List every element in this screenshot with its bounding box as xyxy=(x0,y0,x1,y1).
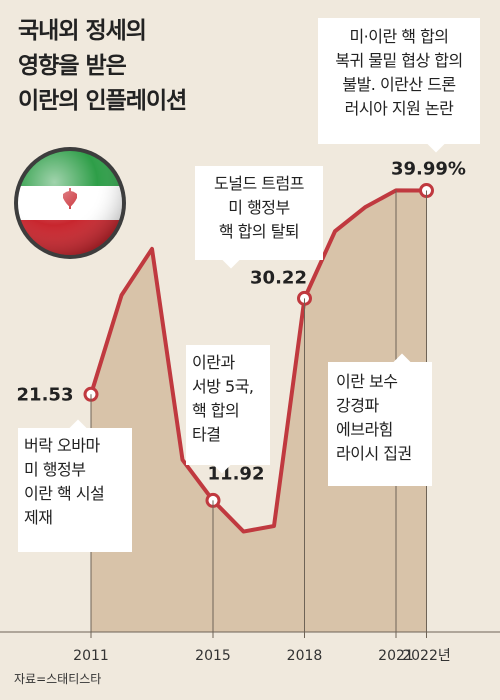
annotation-2021: 이란 보수 강경파 에브라힘 라이시 집권 xyxy=(328,362,432,486)
x-tick-label: 2021 xyxy=(378,648,414,664)
x-tick-label: 2018 xyxy=(287,648,323,664)
annotation-line: 핵 합의 xyxy=(192,401,240,420)
x-tick-label: 2015 xyxy=(195,648,231,664)
data-label: 39.99% xyxy=(391,159,466,180)
annotation-line: 에브라힘 xyxy=(336,420,393,439)
annotation-line: 러시아 지원 논란 xyxy=(344,99,454,118)
annotation-line: 핵 합의 탈퇴 xyxy=(218,222,300,241)
annotation-line: 불발. 이란산 드론 xyxy=(342,75,456,94)
data-label: 30.22 xyxy=(250,267,307,288)
data-label: 21.53 xyxy=(17,384,74,405)
annotation-2022: 미·이란 핵 합의 복귀 물밑 협상 합의 불발. 이란산 드론 러시아 지원 … xyxy=(318,18,480,144)
chart-title: 국내외 정세의 영향을 받은 이란의 인플레이션 xyxy=(18,14,268,119)
source-note: 자료=스태티스타 xyxy=(14,672,102,686)
annotation-2018: 도널드 트럼프 미 행정부 핵 합의 탈퇴 xyxy=(195,166,323,260)
annotation-line: 이란과 xyxy=(192,353,235,372)
x-tick-label: 2011 xyxy=(73,648,109,664)
x-tick-label: 2022년 xyxy=(402,648,451,664)
annotation-line: 제재 xyxy=(24,508,53,527)
series-line xyxy=(89,188,427,534)
annotation-line: 복귀 물밑 협상 합의 xyxy=(335,51,463,70)
annotation-line: 서방 5국, xyxy=(192,377,254,396)
annotation-line: 이란 보수 xyxy=(336,372,398,391)
annotation-line: 미·이란 핵 합의 xyxy=(349,27,449,46)
iran-flag-icon xyxy=(14,147,126,259)
area-fill xyxy=(91,190,427,632)
annotation-line: 강경파 xyxy=(336,396,379,415)
annotation-2011: 버락 오바마 미 행정부 이란 핵 시설 제재 xyxy=(18,428,132,552)
annotation-line: 버락 오바마 xyxy=(24,436,100,455)
annotation-line: 라이시 집권 xyxy=(336,444,412,463)
annotation-line: 타결 xyxy=(192,425,221,444)
title-line: 국내외 정세의 xyxy=(18,18,147,44)
annotation-line: 미 행정부 xyxy=(228,198,290,217)
annotation-line: 도널드 트럼프 xyxy=(214,174,304,193)
title-line: 이란의 인플레이션 xyxy=(18,88,187,114)
annotation-line: 미 행정부 xyxy=(24,460,86,479)
annotation-2015: 이란과 서방 5국, 핵 합의 타결 xyxy=(186,345,270,465)
annotation-line: 이란 핵 시설 xyxy=(24,484,105,503)
title-line: 영향을 받은 xyxy=(18,53,127,79)
